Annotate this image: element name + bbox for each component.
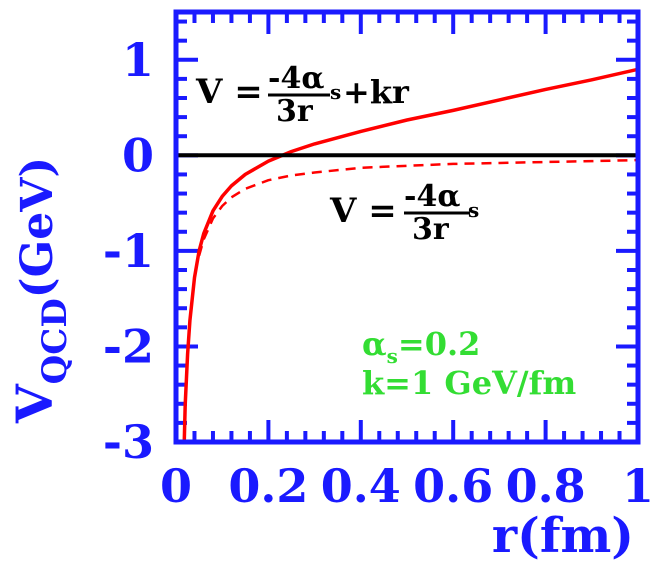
series-layer <box>176 67 639 441</box>
y-axis-title-main: V <box>5 383 64 424</box>
x-tick-label: 1 <box>622 459 652 513</box>
formula-coulomb-num-sub: s <box>468 198 479 222</box>
tick-labels: 0 0.2 0.4 0.6 0.8 1 -3 -2 -1 0 1 <box>103 33 652 513</box>
y-tick-label: -2 <box>103 319 154 373</box>
y-tick-label: -1 <box>103 224 154 278</box>
parameters-legend: αs=0.2 k=1 GeV/fm <box>362 325 576 402</box>
formula-full-tail: +kr <box>343 73 410 111</box>
alpha-param: αs=0.2 <box>362 325 480 368</box>
formula-coulomb-lhs: V = <box>329 191 397 231</box>
alpha-symbol: α <box>362 325 387 363</box>
x-tick-label: 0 <box>160 459 192 513</box>
formula-coulomb-denominator: 3r <box>412 212 450 247</box>
formula-full-lhs: V = <box>195 72 263 112</box>
y-tick-label: 0 <box>122 128 154 182</box>
formula-full-numerator: -4α <box>268 61 324 96</box>
coulomb-potential-line <box>197 158 639 257</box>
formula-coulomb-numerator: -4α <box>404 179 460 214</box>
plot-frame <box>173 9 641 445</box>
y-tick-label: -3 <box>103 415 154 469</box>
x-tick-label: 0.6 <box>413 459 493 513</box>
alpha-subscript: s <box>387 344 398 368</box>
formula-full-num-sub: s <box>330 80 341 104</box>
formula-coulomb: V = -4α s 3r <box>329 179 479 247</box>
formula-full-denominator: 3r <box>276 94 314 129</box>
y-axis-title-unit: (GeV) <box>12 157 63 298</box>
y-axis-title: VQCD(GeV) <box>5 157 75 424</box>
k-param: k=1 GeV/fm <box>362 364 576 402</box>
y-tick-label: 1 <box>122 33 154 87</box>
formula-full: V = -4α s 3r +kr <box>195 61 410 129</box>
x-tick-label: 0.2 <box>228 459 308 513</box>
x-tick-label: 0.8 <box>506 459 586 513</box>
x-axis-title: r(fm) <box>492 508 634 564</box>
full-potential-line <box>182 67 639 441</box>
y-axis-title-sub: QCD <box>35 298 75 384</box>
alpha-value: =0.2 <box>398 325 480 363</box>
x-tick-label: 0.4 <box>321 459 401 513</box>
